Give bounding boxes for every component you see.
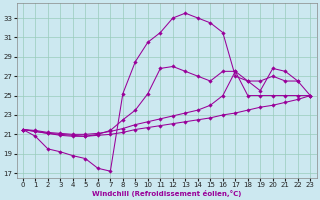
X-axis label: Windchill (Refroidissement éolien,°C): Windchill (Refroidissement éolien,°C) — [92, 190, 241, 197]
